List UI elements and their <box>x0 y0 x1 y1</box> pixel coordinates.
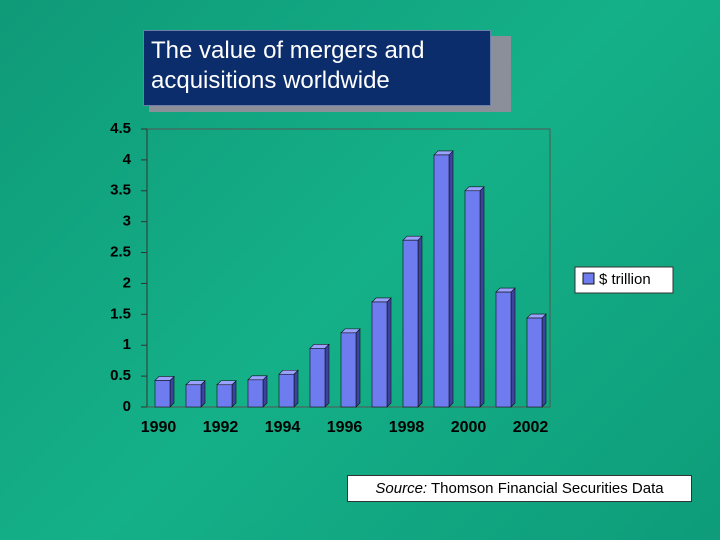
bar-side <box>479 186 485 408</box>
bar <box>154 380 171 408</box>
bar <box>247 379 264 408</box>
x-tick-label: 1992 <box>203 419 239 436</box>
legend-label: $ trillion <box>599 271 651 288</box>
y-tick-label: 0.5 <box>110 367 131 384</box>
y-tick-label: 0 <box>123 398 131 415</box>
bar <box>278 373 295 408</box>
y-tick-label: 4.5 <box>110 120 131 137</box>
bar <box>216 384 233 408</box>
y-tick-label: 1.5 <box>110 305 131 322</box>
y-tick-label: 3 <box>123 213 131 230</box>
bar <box>495 291 512 408</box>
bar <box>371 301 388 408</box>
y-tick-label: 1 <box>123 336 131 353</box>
bar <box>340 332 357 408</box>
source-note: Source: Thomson Financial Securities Dat… <box>347 475 692 502</box>
bar <box>185 384 202 408</box>
x-tick-label: 1990 <box>141 419 177 436</box>
bar <box>309 348 326 408</box>
source-label: Source: <box>375 480 428 497</box>
bar <box>433 154 450 408</box>
bar-side <box>262 375 268 408</box>
bar-side <box>448 150 454 408</box>
x-tick-label: 2002 <box>513 419 549 436</box>
y-tick-label: 2 <box>123 274 131 291</box>
bar <box>464 190 481 408</box>
legend-swatch <box>582 272 595 285</box>
bar-side <box>324 343 330 408</box>
source-text: Thomson Financial Securities Data <box>431 480 664 497</box>
bar-side <box>417 235 423 408</box>
chart-title: The value of mergers and acquisitions wo… <box>143 30 491 106</box>
y-tick-label: 3.5 <box>110 182 131 199</box>
bar-side <box>510 287 516 408</box>
bar-side <box>169 375 175 408</box>
x-tick-label: 1996 <box>327 419 363 436</box>
bar-side <box>386 297 392 408</box>
x-tick-label: 1998 <box>389 419 425 436</box>
y-tick-label: 4 <box>123 151 132 168</box>
bar-side <box>293 369 299 408</box>
y-tick-label: 2.5 <box>110 244 131 261</box>
x-tick-label: 2000 <box>451 419 487 436</box>
bar-side <box>231 380 237 408</box>
x-tick-label: 1994 <box>265 419 301 436</box>
bar-side <box>355 328 361 408</box>
bar <box>402 239 419 408</box>
bar-side <box>541 313 547 408</box>
bar <box>526 317 543 408</box>
bar-side <box>200 380 206 408</box>
